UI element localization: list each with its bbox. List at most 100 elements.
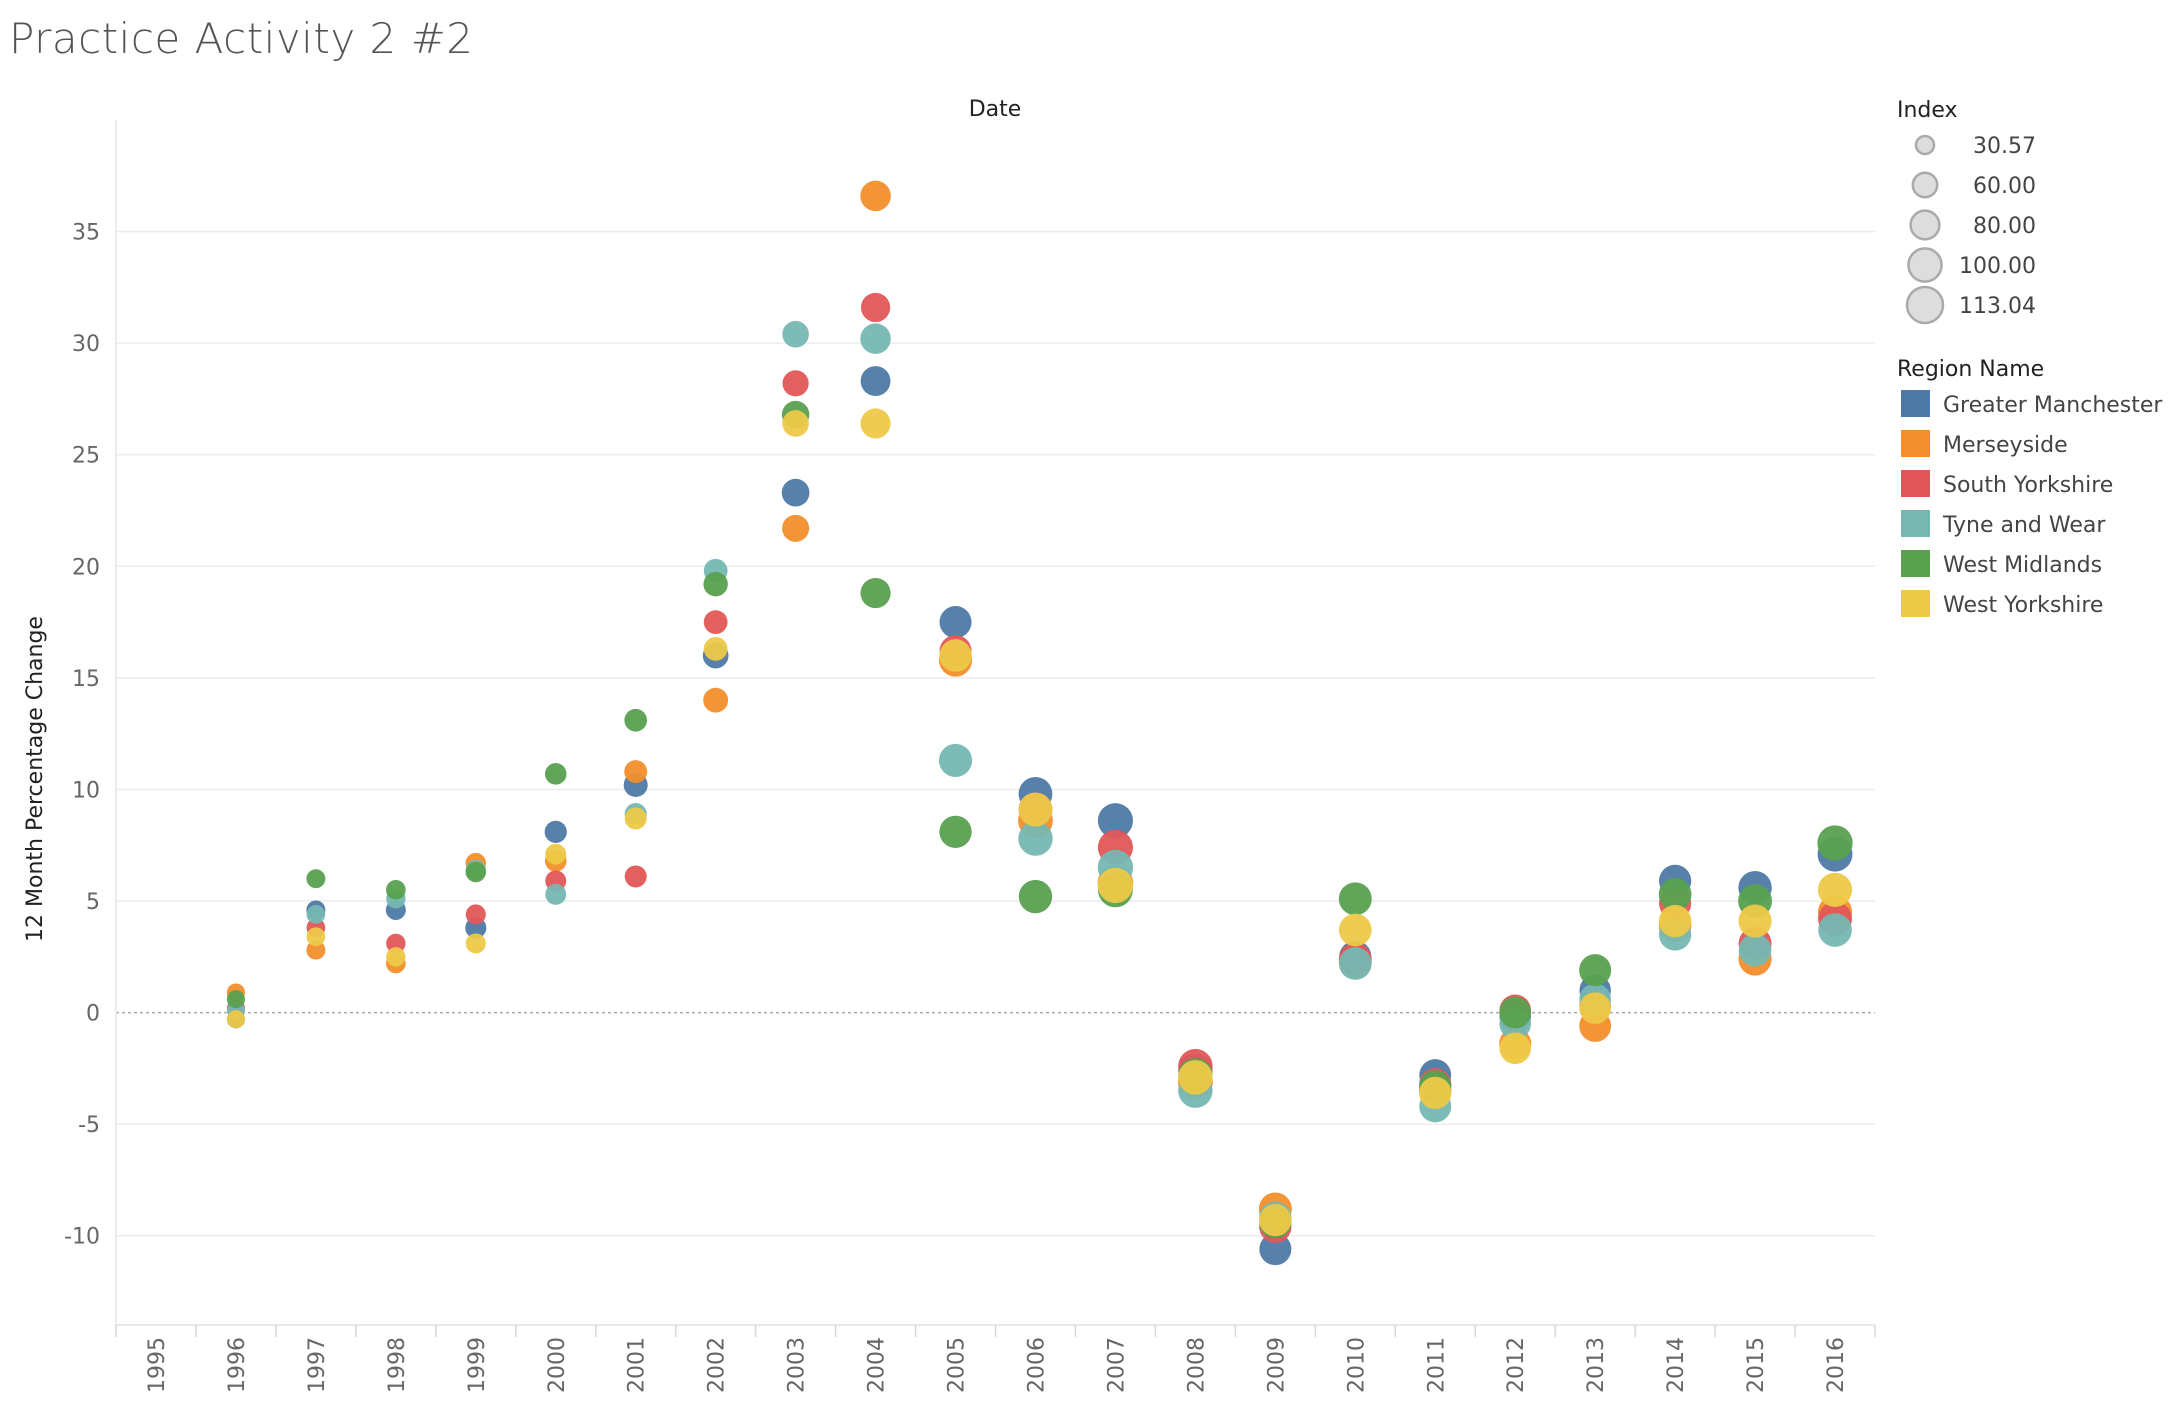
- data-point[interactable]: [306, 940, 326, 960]
- data-point[interactable]: [1579, 954, 1612, 987]
- data-point[interactable]: [1817, 825, 1853, 861]
- data-point[interactable]: [1259, 1203, 1292, 1237]
- data-point[interactable]: [939, 606, 972, 639]
- color-legend-label[interactable]: West Yorkshire: [1943, 593, 2103, 618]
- data-point[interactable]: [1499, 996, 1532, 1029]
- data-point[interactable]: [1018, 821, 1053, 856]
- data-point[interactable]: [1499, 1032, 1532, 1065]
- data-point[interactable]: [860, 292, 891, 323]
- data-point[interactable]: [465, 904, 486, 925]
- series-south-yorkshire: [226, 292, 1853, 1243]
- data-point[interactable]: [1178, 1060, 1213, 1095]
- series-west-yorkshire: [226, 408, 1853, 1237]
- data-point[interactable]: [544, 763, 567, 785]
- data-point[interactable]: [781, 478, 810, 507]
- data-point[interactable]: [860, 578, 891, 609]
- data-point[interactable]: [939, 815, 972, 848]
- data-point[interactable]: [860, 408, 891, 439]
- data-point[interactable]: [1817, 872, 1853, 907]
- x-tick-label: 1996: [225, 1337, 250, 1393]
- data-point[interactable]: [703, 610, 728, 634]
- color-legend-title: Region Name: [1897, 357, 2044, 382]
- x-tick-label: 1995: [145, 1337, 170, 1393]
- data-point[interactable]: [624, 865, 647, 888]
- data-point[interactable]: [306, 905, 326, 924]
- y-tick-label: -10: [64, 1225, 100, 1250]
- size-legend-label: 80.00: [1973, 214, 2036, 239]
- data-point[interactable]: [386, 933, 406, 954]
- color-legend-swatch[interactable]: [1901, 550, 1930, 577]
- color-legend-swatch[interactable]: [1901, 430, 1930, 457]
- data-point[interactable]: [545, 883, 567, 905]
- data-point[interactable]: [226, 990, 245, 1009]
- data-point[interactable]: [1579, 992, 1611, 1024]
- data-point[interactable]: [938, 743, 973, 778]
- y-tick-label: -5: [78, 1113, 100, 1138]
- data-point[interactable]: [624, 760, 648, 784]
- color-legend-swatch[interactable]: [1901, 590, 1930, 617]
- x-tick-label: 2014: [1664, 1337, 1689, 1393]
- data-point[interactable]: [1658, 877, 1692, 911]
- data-point[interactable]: [1097, 867, 1134, 904]
- data-point[interactable]: [624, 708, 648, 732]
- data-point[interactable]: [1018, 792, 1053, 827]
- data-point[interactable]: [1419, 1076, 1452, 1110]
- size-legend-marker: [1907, 247, 1943, 283]
- data-point[interactable]: [226, 1010, 245, 1029]
- data-point[interactable]: [1738, 904, 1772, 938]
- data-point[interactable]: [939, 639, 972, 672]
- x-tick-label: 2015: [1744, 1337, 1769, 1393]
- data-point[interactable]: [1259, 1233, 1292, 1266]
- data-point[interactable]: [306, 927, 326, 947]
- data-point[interactable]: [306, 869, 326, 889]
- data-point[interactable]: [624, 807, 647, 830]
- data-point[interactable]: [1338, 882, 1372, 916]
- x-tick-label: 1999: [465, 1337, 490, 1393]
- color-legend-label[interactable]: Greater Manchester: [1943, 393, 2163, 418]
- color-legend-swatch[interactable]: [1901, 470, 1930, 497]
- data-point[interactable]: [1738, 933, 1772, 967]
- data-point[interactable]: [782, 514, 810, 542]
- color-legend-label[interactable]: Tyne and Wear: [1942, 513, 2106, 538]
- data-point[interactable]: [860, 366, 891, 397]
- x-tick-label: 2012: [1504, 1337, 1529, 1393]
- data-point[interactable]: [703, 687, 729, 713]
- data-point[interactable]: [545, 843, 567, 865]
- x-tick-label: 2009: [1264, 1337, 1289, 1393]
- x-tick-label: 2011: [1424, 1337, 1449, 1393]
- data-point[interactable]: [1818, 913, 1852, 947]
- x-tick-label: 2010: [1344, 1337, 1369, 1393]
- data-point[interactable]: [703, 636, 728, 661]
- y-tick-label: 5: [86, 890, 100, 915]
- size-legend-marker: [1911, 171, 1939, 199]
- data-point[interactable]: [782, 370, 809, 397]
- color-legend-label[interactable]: Merseyside: [1943, 433, 2068, 458]
- color-legend-label[interactable]: West Midlands: [1943, 553, 2102, 578]
- data-point[interactable]: [1097, 803, 1133, 839]
- y-tick-label: 30: [72, 332, 100, 357]
- data-point[interactable]: [465, 861, 487, 883]
- size-legend-marker: [1909, 209, 1941, 241]
- data-point[interactable]: [1338, 947, 1372, 980]
- x-axis: 1995 1996 1997 1998 1999 2000 2001 2002 2003 2004…: [115, 1325, 1876, 1393]
- color-legend-swatch[interactable]: [1901, 510, 1930, 537]
- data-point[interactable]: [544, 820, 567, 843]
- data-point[interactable]: [1338, 913, 1372, 947]
- color-legend-swatch[interactable]: [1901, 390, 1930, 417]
- data-point[interactable]: [703, 571, 728, 597]
- y-tick-label: 10: [72, 778, 100, 803]
- data-point[interactable]: [860, 323, 891, 354]
- data-point[interactable]: [1018, 879, 1053, 914]
- data-point[interactable]: [386, 947, 406, 967]
- x-tick-label: 2000: [545, 1337, 570, 1393]
- data-point[interactable]: [860, 180, 891, 212]
- x-tick-label: 2003: [785, 1337, 810, 1393]
- color-legend-label[interactable]: South Yorkshire: [1943, 473, 2113, 498]
- data-point[interactable]: [782, 410, 809, 437]
- x-tick-label: 2006: [1024, 1337, 1049, 1393]
- data-point[interactable]: [465, 933, 486, 954]
- data-point[interactable]: [386, 880, 406, 900]
- data-point[interactable]: [782, 320, 809, 348]
- data-point[interactable]: [1658, 904, 1692, 938]
